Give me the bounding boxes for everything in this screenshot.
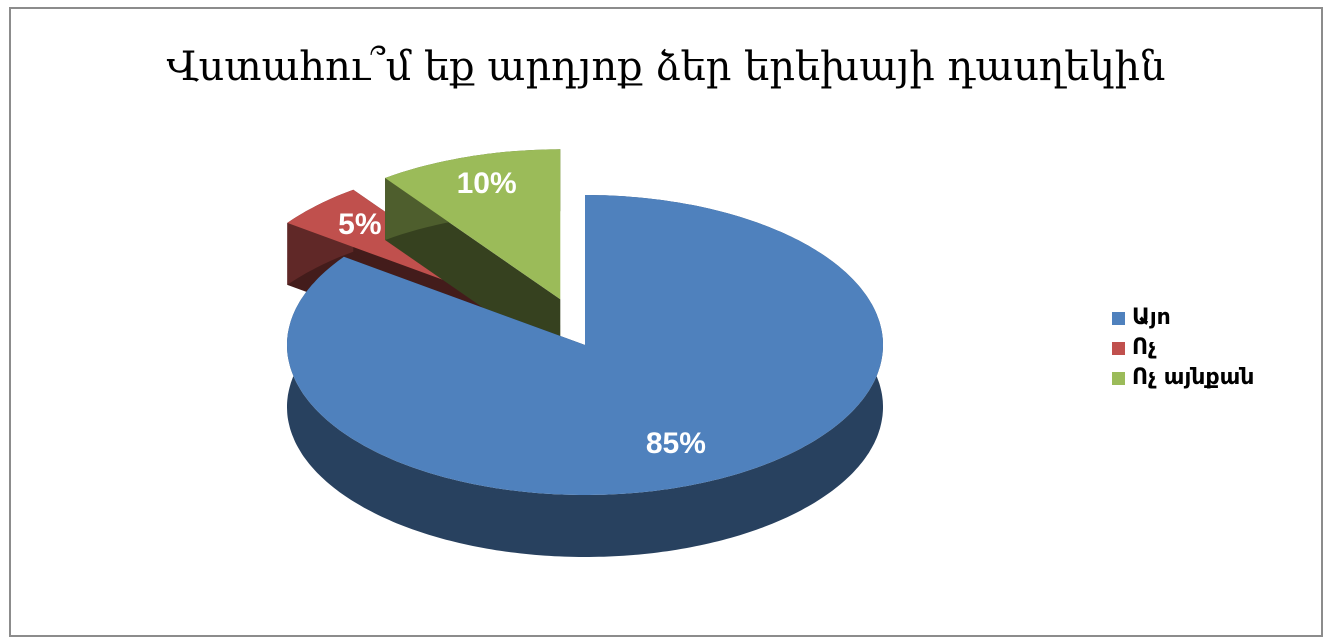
legend-swatch <box>1112 372 1125 385</box>
legend-label: Ոչ <box>1132 335 1157 360</box>
legend-label: Այո <box>1132 305 1171 330</box>
data-label: 5% <box>338 208 381 241</box>
data-label: 10% <box>457 167 517 200</box>
chart-title: Վստահու՞մ եք արդյոք ձեր երեխայի դասղեկին <box>166 44 1165 90</box>
data-label: 85% <box>646 427 706 460</box>
legend-label: Ոչ այնքան <box>1132 365 1254 390</box>
pie-slice <box>287 195 883 557</box>
slice-top <box>287 195 883 495</box>
slice-top <box>385 149 561 300</box>
legend-swatch <box>1112 342 1125 355</box>
legend-swatch <box>1112 312 1125 325</box>
pie-slice <box>385 149 561 362</box>
